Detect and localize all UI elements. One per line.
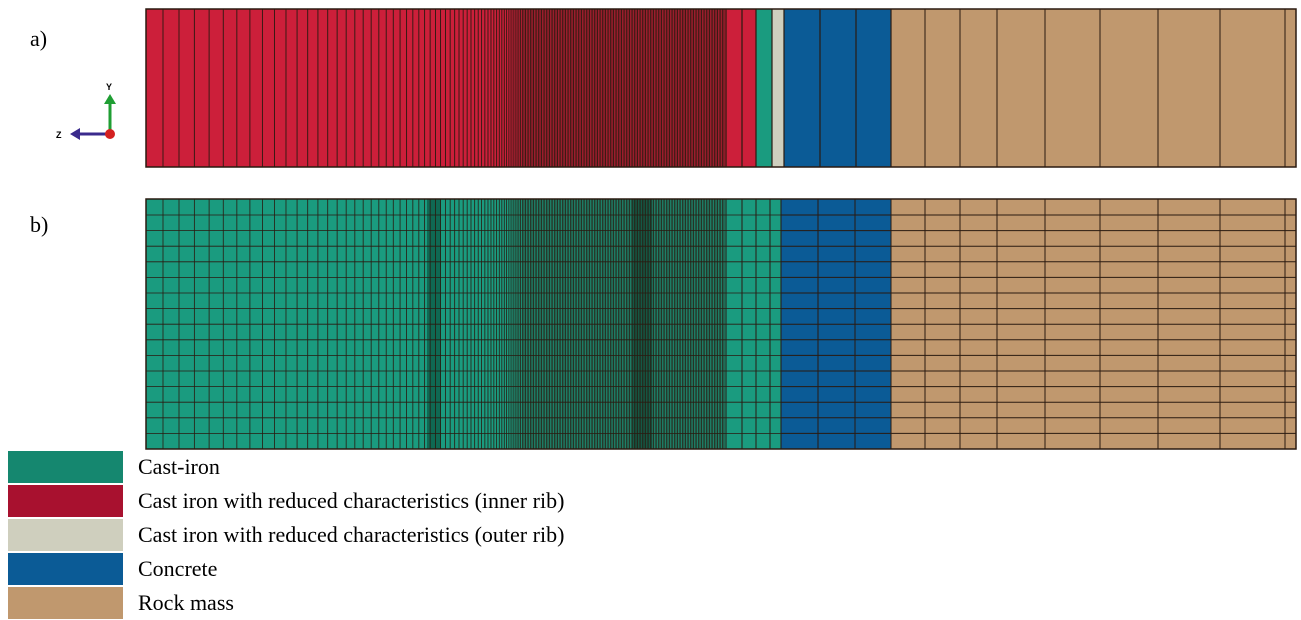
legend-swatch-concrete — [8, 553, 123, 585]
legend-swatch-cast-iron — [8, 451, 123, 483]
legend-swatch-inner-rib — [8, 485, 123, 517]
cast-iron-band — [756, 9, 772, 167]
concrete-region — [784, 9, 891, 167]
rock-mass-region — [891, 9, 1296, 167]
mesh-panel-b — [145, 198, 1297, 450]
y-axis-arrowhead — [104, 94, 116, 104]
legend-label-inner-rib: Cast iron with reduced characteristics (… — [138, 488, 565, 513]
legend-label-rock-mass: Rock mass — [138, 590, 234, 615]
panel-b-label: b) — [30, 212, 49, 237]
legend-label-cast-iron: Cast-iron — [138, 454, 220, 479]
axis-triad-icon: Y Z — [56, 82, 116, 140]
outer-rib-band — [772, 9, 784, 167]
inner-rib-band — [726, 9, 756, 167]
legend-label-concrete: Concrete — [138, 556, 218, 581]
y-axis-label: Y — [106, 82, 112, 92]
panel-a-label: a) — [30, 26, 48, 51]
legend-swatch-outer-rib — [8, 519, 123, 551]
x-axis-origin-dot — [105, 129, 115, 139]
mesh-panel-a — [145, 8, 1297, 168]
legend-swatch-rock-mass — [8, 587, 123, 619]
z-axis-arrowhead — [70, 128, 80, 140]
z-axis-label: Z — [56, 130, 62, 140]
legend-label-outer-rib: Cast iron with reduced characteristics (… — [138, 522, 565, 547]
mesh-outline — [145, 8, 1297, 168]
mesh-outline — [145, 198, 1297, 450]
